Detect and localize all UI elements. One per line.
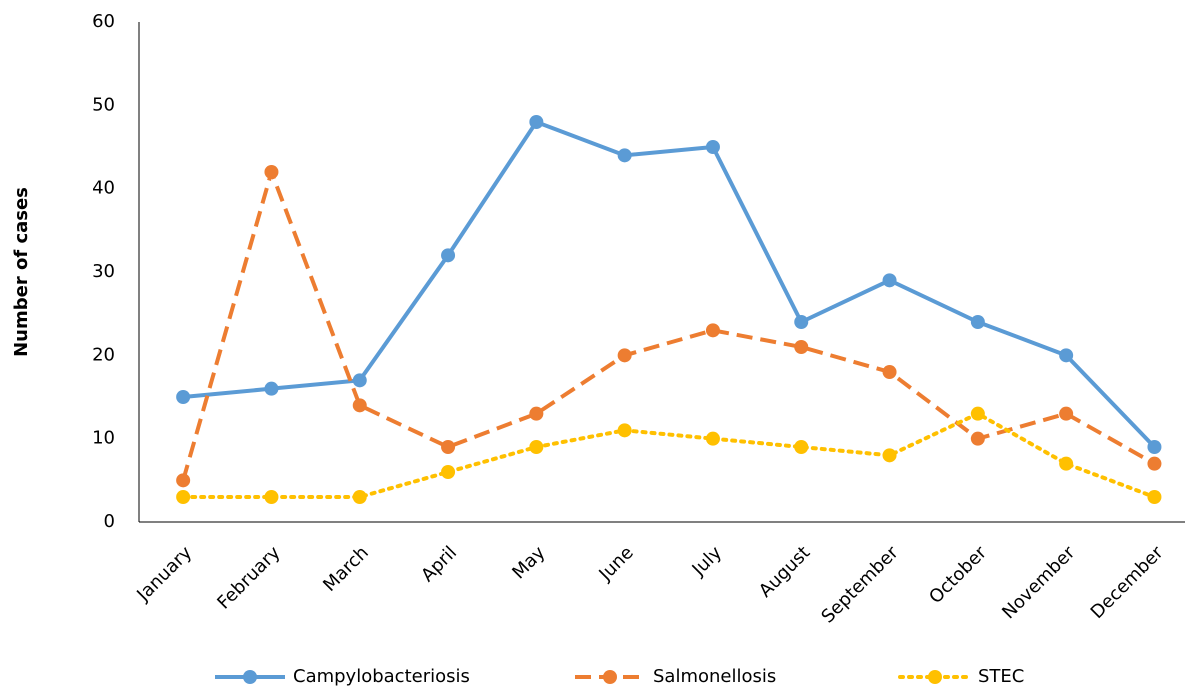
x-tick-label: November	[998, 542, 1079, 623]
legend-item: STEC	[898, 666, 1024, 687]
legend-label: Campylobacteriosis	[293, 666, 470, 687]
legend-marker	[603, 670, 617, 684]
data-point	[264, 381, 279, 396]
data-point	[176, 390, 191, 404]
y-axis-label: Number of cases	[11, 187, 32, 357]
data-point	[617, 348, 632, 363]
data-point	[264, 165, 279, 179]
data-point	[352, 490, 367, 504]
data-point	[1147, 490, 1162, 504]
data-point	[617, 148, 632, 163]
legend-label: STEC	[978, 666, 1024, 687]
data-point	[1147, 440, 1162, 454]
data-point	[176, 473, 191, 488]
data-point	[882, 273, 897, 288]
data-point	[705, 140, 720, 154]
y-tick-label: 30	[92, 261, 115, 282]
data-point	[529, 115, 544, 129]
data-point	[352, 398, 367, 413]
data-point	[352, 373, 367, 388]
x-tick-label: July	[688, 542, 727, 581]
series-line	[181, 165, 1156, 481]
x-tick-label: September	[817, 542, 903, 628]
legend-item: Salmonellosis	[575, 666, 776, 687]
data-point	[529, 440, 544, 454]
legend-marker	[243, 670, 257, 684]
y-tick-label: 40	[92, 178, 115, 199]
x-tick-label: April	[417, 542, 461, 586]
data-point	[882, 448, 897, 463]
y-tick-label: 60	[92, 11, 115, 32]
data-point	[1147, 456, 1162, 471]
y-tick-label: 10	[92, 428, 115, 449]
data-point	[264, 490, 279, 504]
data-point	[1059, 406, 1074, 421]
series-line	[181, 411, 1157, 499]
data-point	[794, 440, 809, 454]
legend-marker	[928, 670, 942, 684]
y-tick-label: 20	[92, 344, 115, 365]
data-point	[617, 423, 632, 438]
data-point	[970, 431, 985, 446]
data-point	[1059, 348, 1074, 363]
data-point	[705, 431, 720, 446]
legend-label: Salmonellosis	[653, 666, 776, 687]
x-tick-label: June	[594, 542, 637, 585]
data-point	[529, 406, 544, 421]
series-line	[182, 119, 1156, 449]
data-point	[794, 315, 809, 329]
data-point	[882, 365, 897, 379]
x-tick-label: December	[1087, 542, 1168, 623]
data-point	[441, 440, 456, 454]
data-point	[794, 340, 809, 354]
data-point	[1059, 456, 1074, 471]
data-point	[176, 490, 191, 504]
x-tick-label: August	[755, 542, 814, 601]
x-tick-label: May	[508, 542, 549, 583]
data-point	[441, 465, 456, 479]
data-point	[441, 248, 456, 263]
x-tick-label: February	[213, 542, 284, 613]
x-tick-label: October	[925, 542, 991, 608]
data-point	[705, 323, 720, 338]
y-tick-label: 0	[104, 511, 115, 532]
y-tick-label: 50	[92, 94, 115, 115]
data-point	[970, 315, 985, 329]
x-tick-label: March	[319, 542, 373, 596]
legend-item: Campylobacteriosis	[215, 666, 470, 687]
data-point	[970, 406, 985, 421]
x-tick-label: January	[132, 542, 196, 606]
